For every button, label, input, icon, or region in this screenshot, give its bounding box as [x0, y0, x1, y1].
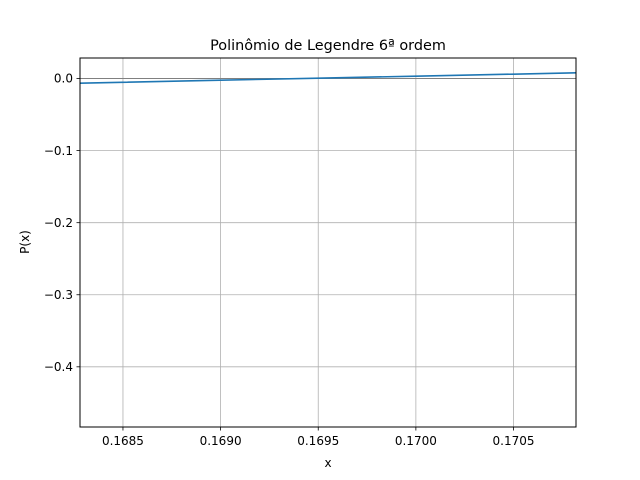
x-tick-label: 0.1705	[493, 434, 535, 448]
y-tick-label: −0.1	[44, 144, 73, 158]
x-tick-label: 0.1700	[395, 434, 437, 448]
y-tick-label: −0.4	[44, 360, 73, 374]
x-tick-label: 0.1685	[102, 434, 144, 448]
chart-title: Polinômio de Legendre 6ª ordem	[210, 38, 446, 54]
y-tick-label: −0.2	[44, 216, 73, 230]
y-axis-ticks: 0.0 −0.1 −0.2 −0.3 −0.4	[44, 72, 80, 374]
y-tick-label: 0.0	[54, 72, 73, 86]
axes-frame	[79, 57, 577, 428]
x-axis-label: x	[324, 456, 331, 470]
plot-area	[80, 72, 576, 85]
y-axis-label: P(x)	[18, 230, 32, 254]
x-tick-label: 0.1695	[297, 434, 339, 448]
series-line	[80, 72, 576, 85]
x-tick-label: 0.1690	[200, 434, 242, 448]
x-axis-ticks: 0.1685 0.1690 0.1695 0.1700 0.1705	[102, 427, 535, 448]
y-tick-label: −0.3	[44, 288, 73, 302]
